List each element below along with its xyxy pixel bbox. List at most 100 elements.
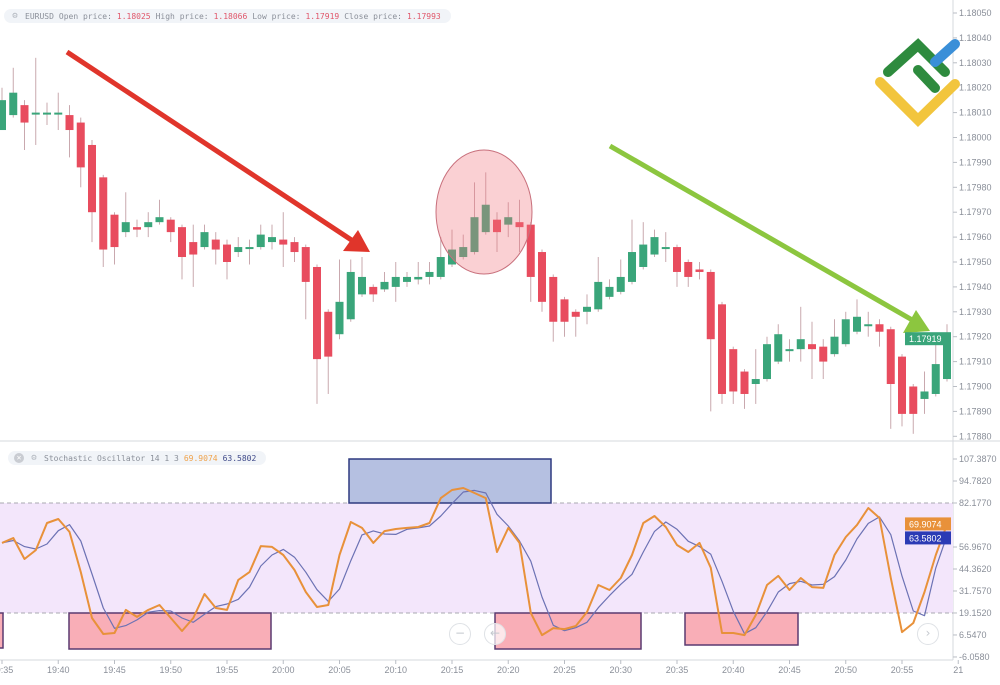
candle-bullish: [796, 306, 805, 362]
candle-body: [943, 339, 951, 380]
candle-body: [380, 281, 389, 290]
candle-body: [88, 144, 96, 213]
osc-tick-label: 56.9670: [959, 542, 992, 552]
open-value: 1.18025: [116, 11, 151, 21]
candle-body: [358, 276, 366, 295]
candle-body: [830, 336, 839, 355]
price-tick-label: 1.17950: [959, 257, 992, 267]
price-tick-label: 1.17930: [959, 307, 992, 317]
osc-tick-label: 44.3620: [959, 564, 992, 574]
candle-bullish: [448, 229, 456, 267]
candle-bearish: [886, 326, 895, 429]
candle-bearish: [178, 224, 186, 280]
candle-body: [166, 219, 175, 233]
price-tick-label: 1.17910: [959, 357, 992, 367]
candle-body: [313, 266, 321, 360]
price-tick-label: 1.18050: [959, 8, 992, 18]
candle-bullish: [639, 222, 648, 270]
oversold-highlight-box: [0, 612, 4, 649]
candle-body: [875, 324, 884, 332]
candle-body: [774, 334, 783, 362]
candle-body: [841, 319, 850, 345]
candle-body: [605, 286, 614, 297]
candle-bearish: [538, 249, 546, 312]
candle-body: [819, 346, 828, 362]
candle-body: [853, 316, 861, 332]
candle-bearish: [571, 309, 580, 337]
candle-body: [763, 344, 771, 380]
candle-bearish: [189, 224, 198, 287]
candle-bullish: [425, 262, 434, 285]
candle-bullish: [594, 257, 603, 312]
time-tick-label: 20:35: [666, 665, 689, 675]
candle-body: [234, 247, 243, 253]
candle-bullish: [414, 262, 423, 285]
candle-bullish: [9, 67, 18, 118]
candle-bullish: [380, 271, 389, 292]
time-tick-label: 20:15: [441, 665, 464, 675]
oversold-highlight-box: [68, 612, 272, 650]
candle-bullish: [0, 87, 6, 131]
osc-tick-label: 31.7570: [959, 586, 992, 596]
oscillator-pane[interactable]: 107.3870 94.7820 82.1770 56.9670 44.3620 31.7…: [0, 454, 997, 662]
last-price-label: 1.17919: [909, 334, 942, 344]
chevron-right-circle-icon[interactable]: ›: [917, 623, 939, 645]
price-tick-label: 1.17890: [959, 406, 992, 416]
candle-body: [121, 222, 130, 233]
candle-body: [425, 271, 434, 277]
gear-icon[interactable]: ⚙: [12, 11, 18, 21]
time-tick-label: 21: [953, 665, 963, 675]
candle-body: [155, 217, 164, 223]
time-tick-label: 19:45: [103, 665, 126, 675]
candle-body: [898, 356, 906, 414]
candle-body: [290, 242, 299, 253]
candle-bullish: [245, 239, 254, 265]
price-tick-label: 1.17880: [959, 431, 992, 441]
osc-tick-label: 6.5470: [959, 630, 987, 640]
candle-body: [684, 262, 693, 277]
candle-bullish: [155, 199, 164, 225]
candle-bearish: [279, 212, 288, 267]
candle-body: [0, 100, 6, 131]
time-tick-label: 20:55: [891, 665, 914, 675]
candle-body: [583, 306, 591, 312]
candle-bullish: [268, 224, 276, 250]
d-value: 63.5802: [222, 453, 257, 463]
candle-bullish: [774, 324, 783, 365]
candle-bearish: [526, 222, 535, 302]
candle-body: [99, 177, 108, 250]
candle-body: [268, 237, 276, 243]
candle-body: [9, 92, 18, 116]
candle-bearish: [684, 259, 693, 287]
candle-bullish: [470, 182, 479, 255]
candle-bullish: [403, 271, 411, 287]
candle-body: [673, 247, 681, 272]
candle-bearish: [99, 174, 108, 267]
gear-icon[interactable]: ⚙: [31, 453, 37, 463]
time-axis[interactable]: 19:35 19:40 19:45 19:50 19:55 20:00 20:05 20:10…: [0, 659, 963, 675]
arrow-left-circle-icon[interactable]: ←: [484, 623, 506, 645]
candle-bearish: [875, 319, 884, 347]
candle-bullish: [751, 349, 760, 404]
candle-bearish: [65, 105, 74, 158]
minus-circle-icon[interactable]: −: [449, 623, 471, 645]
candle-body: [639, 244, 648, 267]
time-tick-label: 20:00: [272, 665, 295, 675]
osc-tick-label: -6.0580: [959, 652, 990, 662]
candle-bullish: [358, 257, 366, 297]
candle-bullish: [931, 344, 940, 397]
price-tick-label: 1.17960: [959, 232, 992, 242]
candle-body: [616, 276, 625, 292]
candle-body: [301, 247, 310, 282]
close-circle-icon[interactable]: ✕: [14, 453, 24, 463]
price-axis[interactable]: 1.18050 1.18040 1.18030 1.18020 1.18010 1.180…: [0, 0, 1000, 660]
candle-bullish: [481, 172, 490, 235]
k-line: [1, 487, 948, 637]
candle-bearish: [76, 117, 85, 188]
time-tick-label: 20:10: [384, 665, 407, 675]
candle-bullish: [459, 234, 468, 260]
candle-bullish: [864, 311, 873, 337]
osc-tick-label: 107.3870: [959, 454, 997, 464]
osc-tick-label: 94.7820: [959, 476, 992, 486]
